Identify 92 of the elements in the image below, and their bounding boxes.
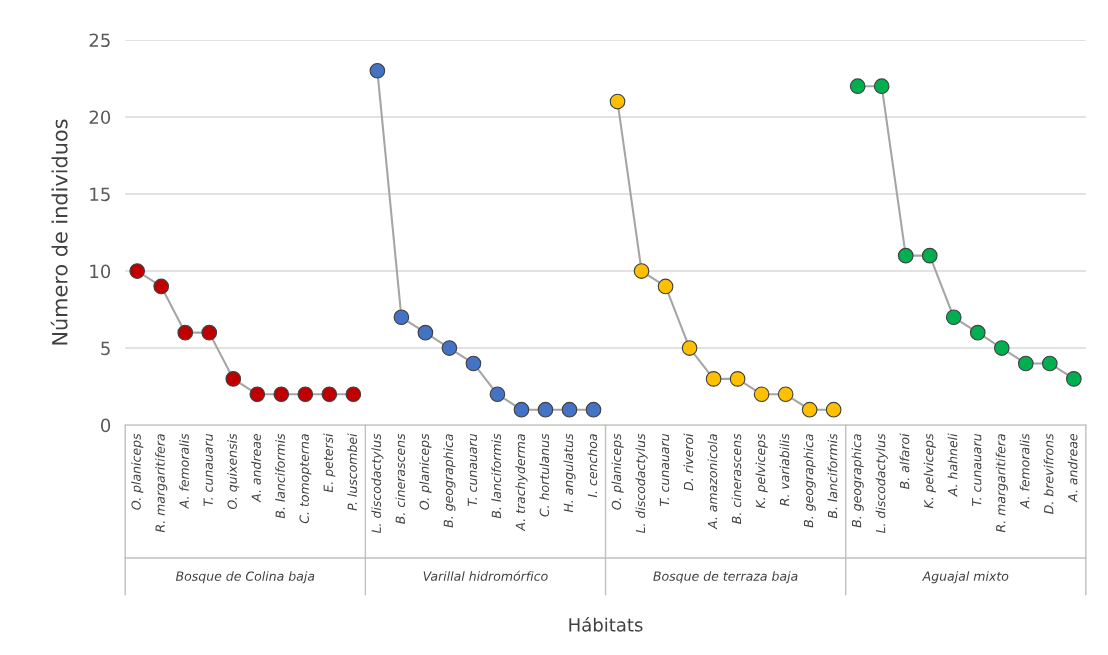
- point: [705, 371, 722, 387]
- x-tick-label: H. angulatus: [563, 433, 576, 513]
- point: [345, 386, 362, 403]
- y-tick-label: 10: [90, 264, 111, 279]
- x-tick-label: A. femoralis: [179, 433, 189, 509]
- point: [465, 355, 482, 372]
- point: [297, 386, 314, 403]
- x-tick-label: O. planiceps: [611, 433, 624, 510]
- x-tick-label: L. discodactylus: [875, 433, 888, 534]
- x-tick-label: D. riveroi: [683, 433, 694, 491]
- point: [873, 78, 890, 95]
- y-tick-label: 5: [101, 341, 110, 356]
- point: [729, 371, 746, 387]
- point: [969, 324, 986, 341]
- point: [201, 324, 218, 341]
- point: [273, 386, 290, 403]
- text: Aguajal mixto: [921, 571, 1009, 584]
- x-tick-label: T. cunauaru: [972, 433, 982, 507]
- text: Bosque de Colina baja: [175, 571, 315, 584]
- x-tick-label: K. pelviceps: [755, 433, 768, 509]
- x-tick-label: O. planiceps: [419, 433, 432, 510]
- x-tick-label: B. cinerascens: [731, 433, 742, 524]
- point: [945, 309, 962, 326]
- x-tick-label: P. luscombei: [347, 433, 357, 511]
- point: [633, 263, 650, 279]
- x-tick-label: A. trachyderma: [515, 434, 528, 532]
- x-tick-label: B. geographica: [851, 434, 864, 528]
- point: [153, 278, 170, 295]
- point: [249, 386, 266, 403]
- text: Bosque de terraza baja: [653, 571, 798, 584]
- x-tick-label: A. hahneli: [947, 433, 958, 497]
- x-tick-label: E. petersi: [323, 433, 336, 493]
- x-tick-label: T. cunauaru: [467, 433, 478, 507]
- text: Varillal hidromórfico: [423, 570, 548, 581]
- x-tick-label: O. quixensis: [227, 433, 240, 510]
- x-tick-label: L. discodactylus: [635, 433, 648, 534]
- point: [921, 247, 938, 264]
- point: [753, 386, 770, 403]
- y-axis-title: Número de individuos: [50, 119, 68, 345]
- x-tick-label: C. tomopterna: [299, 434, 312, 524]
- x-tick-label: T. cunauaru: [659, 433, 670, 507]
- x-tick-label: A. femoralis: [1019, 433, 1030, 509]
- x-tick-label: B. alfaroi: [899, 433, 910, 490]
- x-tick-label: L. discodactylus: [371, 433, 384, 534]
- x-tick-label: B. geographica: [443, 434, 456, 528]
- point: [489, 386, 506, 403]
- point: [993, 340, 1010, 356]
- point: [177, 324, 194, 341]
- point: [585, 401, 602, 418]
- point: [129, 263, 146, 279]
- point: [321, 386, 338, 403]
- x-tick-label: A. amazonicola: [707, 434, 718, 530]
- y-tick-label: 20: [89, 110, 111, 125]
- point: [1017, 355, 1034, 372]
- point: [225, 371, 242, 387]
- point: [1041, 355, 1058, 372]
- x-tick-label: R. margaritifera: [995, 434, 1008, 533]
- x-tick-label: C. hortulanus: [539, 433, 550, 517]
- point: [849, 78, 866, 95]
- x-tick-label: A. andreae: [251, 433, 261, 503]
- x-tick-label: A. andreae: [1067, 433, 1078, 503]
- x-tick-label: B. lanciformis: [827, 433, 838, 519]
- x-tick-label: B. geographica: [803, 434, 816, 528]
- point: [657, 278, 674, 295]
- point: [825, 401, 842, 418]
- point: [369, 62, 386, 79]
- point: [609, 93, 626, 110]
- x-tick-label: B. lanciformis: [491, 433, 502, 519]
- point: [513, 401, 530, 418]
- x-tick-label: O. planiceps: [131, 433, 144, 510]
- x-tick-label: T. cunauaru: [203, 433, 213, 507]
- point: [681, 340, 698, 356]
- point: [393, 309, 410, 326]
- x-tick-label: I. cenchoa: [587, 434, 598, 498]
- point: [417, 324, 434, 341]
- y-tick-label: 15: [90, 187, 110, 202]
- x-axis-title: Hábitats: [569, 616, 643, 632]
- point: [561, 401, 578, 418]
- x-tick-label: D. brevifrons: [1043, 433, 1054, 514]
- x-tick-label: R. margaritifera: [155, 434, 168, 533]
- point: [801, 401, 818, 418]
- y-tick-label: 25: [89, 33, 110, 48]
- point: [1065, 371, 1082, 387]
- x-tick-label: B. cinerascens: [395, 433, 406, 524]
- x-tick-label: B. lanciformis: [275, 433, 285, 519]
- point: [537, 401, 554, 418]
- point: [897, 247, 914, 264]
- x-tick-label: K. pelviceps: [923, 433, 936, 509]
- x-tick-label: R. variabilis: [779, 433, 790, 506]
- y-tick-label: 0: [101, 418, 111, 433]
- point: [777, 386, 794, 403]
- point: [441, 340, 458, 356]
